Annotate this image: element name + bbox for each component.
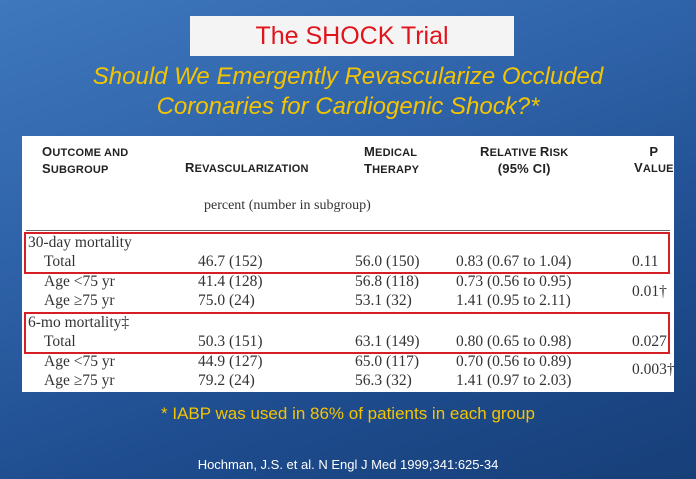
subtitle-line-2: Coronaries for Cardiogenic Shock?* — [156, 93, 540, 120]
table-row-subgroup: Age <75 yr — [44, 353, 115, 370]
table-row-medical: 65.0 (117) — [355, 353, 419, 370]
header-medical-therapy: MEDICAL THERAPY — [364, 144, 420, 176]
table-row-p: 0.027 — [632, 333, 667, 350]
age-p-value: 0.003† — [632, 361, 675, 378]
slide-title: The SHOCK Trial — [190, 16, 514, 56]
header-relative-risk: RELATIVE RISK (95% CI) — [480, 144, 569, 176]
table-row-revasc: 46.7 (152) — [198, 253, 263, 270]
header-revascularization: REVASCULARIZATION — [185, 160, 309, 175]
results-table: OUTCOME AND SUBGROUP REVASCULARIZATION M… — [22, 136, 675, 392]
table-row-rr: 0.73 (0.56 to 0.95) — [456, 273, 572, 290]
table-row-rr: 1.41 (0.97 to 2.03) — [456, 372, 572, 389]
table-row-rr: 0.80 (0.65 to 0.98) — [456, 333, 572, 350]
header-outcome: OUTCOME AND SUBGROUP — [42, 144, 129, 176]
table-row-medical: 53.1 (32) — [355, 292, 412, 309]
citation: Hochman, J.S. et al. N Engl J Med 1999;3… — [197, 457, 499, 472]
header-p-value: P VALUE — [634, 144, 674, 175]
highlight-box-30-day — [24, 232, 670, 274]
table-row-subgroup: Total — [44, 333, 76, 350]
group-label-30-day: 30-day mortality — [28, 234, 132, 251]
group-label-6-mo: 6-mo mortality‡ — [28, 314, 130, 331]
table-row-subgroup: Age ≥75 yr — [44, 292, 115, 309]
table-rule-top — [26, 230, 670, 231]
table-row-revasc: 44.9 (127) — [198, 353, 263, 370]
table-row-subgroup: Age <75 yr — [44, 273, 115, 290]
units-note: percent (number in subgroup) — [204, 198, 371, 213]
table-row-revasc: 75.0 (24) — [198, 292, 255, 309]
table-row-p: 0.11 — [632, 253, 659, 270]
table-row-rr: 0.83 (0.67 to 1.04) — [456, 253, 572, 270]
table-row-medical: 56.0 (150) — [355, 253, 420, 270]
table-row-revasc: 41.4 (128) — [198, 273, 263, 290]
table-row-rr: 1.41 (0.95 to 2.11) — [456, 292, 571, 309]
subtitle-line-1: Should We Emergently Revascularize Occlu… — [92, 63, 604, 90]
table-row-medical: 56.8 (118) — [355, 273, 419, 290]
table-row-revasc: 50.3 (151) — [198, 333, 263, 350]
age-p-value: 0.01† — [632, 283, 667, 300]
table-row-medical: 56.3 (32) — [355, 372, 412, 389]
table-row-rr: 0.70 (0.56 to 0.89) — [456, 353, 572, 370]
slide-subtitle: Should We Emergently Revascularize Occlu… — [20, 62, 676, 122]
table-row-subgroup: Total — [44, 253, 76, 270]
highlight-box-6-mo — [24, 312, 670, 354]
footnote: * IABP was used in 86% of patients in ea… — [161, 404, 535, 423]
table-row-revasc: 79.2 (24) — [198, 372, 255, 389]
table-row-subgroup: Age ≥75 yr — [44, 372, 115, 389]
table-row-medical: 63.1 (149) — [355, 333, 420, 350]
